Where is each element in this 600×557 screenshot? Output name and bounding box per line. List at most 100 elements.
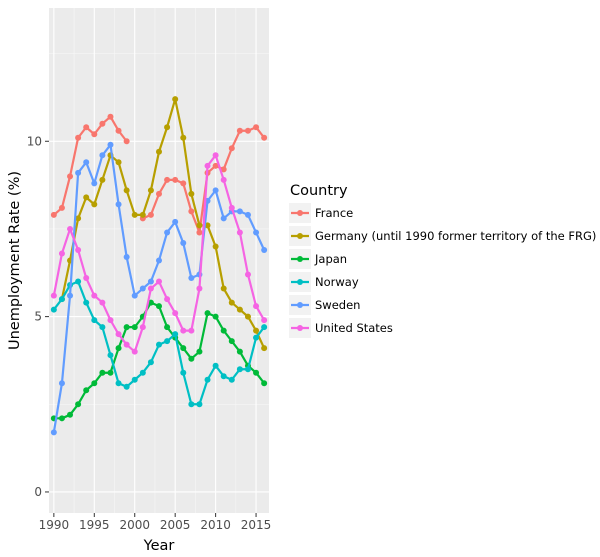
data-point — [83, 299, 90, 306]
data-point — [156, 341, 162, 348]
legend-item: Japan — [289, 249, 347, 269]
data-point — [91, 292, 98, 299]
data-point — [180, 327, 187, 334]
data-point — [261, 134, 268, 141]
data-point — [196, 348, 203, 355]
data-point — [139, 369, 146, 376]
series-france — [50, 113, 268, 236]
data-point — [261, 246, 268, 253]
data-point — [244, 127, 251, 134]
data-point — [236, 127, 243, 134]
data-point — [228, 145, 235, 152]
data-point — [50, 429, 57, 436]
data-point — [204, 310, 211, 317]
data-point — [236, 348, 243, 355]
data-point — [220, 176, 227, 183]
data-point — [67, 292, 74, 299]
data-point — [131, 348, 138, 355]
data-point — [139, 285, 146, 292]
data-point — [50, 211, 57, 218]
data-point — [156, 257, 162, 264]
y-tick-label: 0 — [34, 485, 42, 499]
data-point — [244, 366, 251, 373]
data-point — [228, 204, 235, 211]
data-point — [180, 134, 187, 141]
legend-key-point — [297, 256, 303, 262]
data-point — [67, 411, 74, 418]
data-point — [99, 152, 106, 159]
data-point — [99, 369, 106, 376]
data-point — [147, 278, 154, 285]
data-point — [107, 369, 114, 376]
data-point — [253, 124, 260, 131]
data-point — [236, 229, 243, 236]
data-point — [164, 229, 171, 236]
data-point — [253, 327, 260, 334]
legend-title: Country — [290, 183, 348, 199]
data-point — [253, 334, 260, 341]
data-point — [212, 187, 219, 194]
data-point — [131, 376, 138, 383]
data-point — [220, 285, 227, 292]
series-sweden — [50, 141, 268, 436]
data-point — [261, 324, 268, 331]
data-point — [75, 215, 82, 222]
data-point — [67, 173, 74, 180]
data-point — [107, 352, 114, 359]
legend-label: United States — [315, 321, 393, 335]
data-point — [212, 313, 219, 320]
axes: 1990 1995 2000 2005 2010 2015 0 5 10 — [27, 134, 272, 532]
data-point — [196, 222, 203, 229]
data-point — [253, 369, 260, 376]
x-tick-label: 2010 — [200, 518, 231, 532]
data-point — [147, 187, 154, 194]
data-point — [139, 211, 146, 218]
data-point — [58, 380, 65, 387]
data-point — [75, 278, 82, 285]
data-point — [83, 124, 90, 131]
data-point — [188, 208, 195, 215]
data-point — [180, 180, 187, 187]
data-point — [228, 376, 235, 383]
data-point — [83, 387, 90, 394]
data-point — [99, 299, 106, 306]
data-point — [58, 250, 65, 257]
data-point — [91, 180, 98, 187]
series-layer — [50, 96, 268, 436]
data-point — [115, 127, 122, 134]
data-point — [156, 278, 162, 285]
data-point — [91, 380, 98, 387]
x-axis-title: Year — [143, 538, 175, 554]
data-point — [115, 345, 122, 352]
data-point — [236, 208, 243, 215]
data-point — [99, 324, 106, 331]
data-point — [58, 415, 65, 422]
data-point — [236, 306, 243, 313]
data-point — [99, 176, 106, 183]
data-point — [180, 369, 187, 376]
data-point — [83, 275, 90, 282]
data-point — [204, 376, 211, 383]
data-point — [131, 292, 138, 299]
data-point — [236, 366, 243, 373]
data-point — [91, 317, 98, 324]
data-point — [164, 296, 171, 303]
data-point — [172, 176, 179, 183]
data-point — [261, 317, 268, 324]
legend-item: France — [289, 203, 353, 223]
y-tick-label: 5 — [34, 310, 42, 324]
data-point — [212, 362, 219, 369]
data-point — [67, 225, 74, 232]
series-united-states — [50, 152, 268, 355]
data-point — [50, 292, 57, 299]
data-point — [115, 380, 122, 387]
data-point — [75, 401, 82, 408]
data-point — [253, 303, 260, 310]
data-point — [261, 380, 268, 387]
x-tick-label: 2015 — [241, 518, 272, 532]
y-axis-title: Unemployment Rate (%) — [7, 171, 23, 350]
data-point — [123, 324, 130, 331]
data-point — [172, 310, 179, 317]
legend-label: Sweden — [315, 298, 360, 312]
legend-item: Germany (until 1990 former territory of … — [289, 226, 596, 246]
